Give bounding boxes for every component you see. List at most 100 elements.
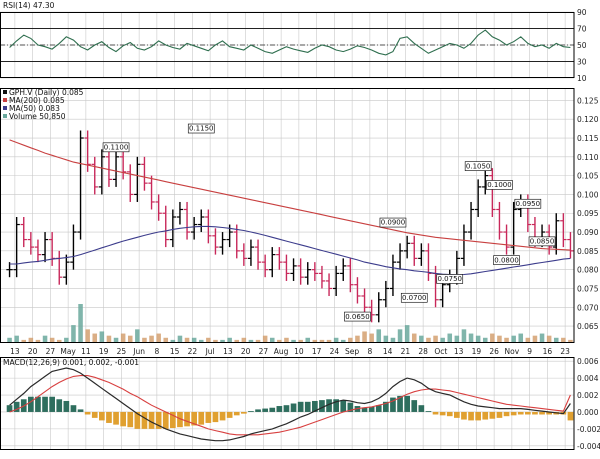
macd-histogram-bar <box>368 406 375 412</box>
macd-histogram-bar <box>70 405 77 412</box>
volume-bar <box>440 337 445 342</box>
volume-bar <box>213 339 218 342</box>
volume-bar <box>433 335 438 342</box>
volume-bar <box>518 333 524 342</box>
macd-histogram-bar <box>283 405 290 412</box>
macd-histogram-bar <box>134 411 141 429</box>
rsi-axis-tick-label: 10 <box>577 74 587 83</box>
price-axis-tick-label: 0.080 <box>577 266 599 275</box>
macd-histogram-bar <box>503 411 510 417</box>
top-date-tick-label: 13 <box>454 347 464 356</box>
price-axis-tick-label: 0.100 <box>577 190 599 199</box>
macd-histogram-bar <box>390 397 396 412</box>
volume-bar <box>7 337 12 342</box>
volume-bar <box>49 337 55 342</box>
macd-axis-tick-label: 0.004 <box>577 374 599 383</box>
macd-histogram-bar <box>454 411 460 418</box>
top-date-tick-label: 13 <box>10 347 20 356</box>
macd-histogram-bar <box>404 395 410 412</box>
volume-bar <box>106 335 112 342</box>
price-annotation-label: 0.0900 <box>381 219 406 227</box>
rsi-axis-tick-label: 70 <box>577 25 587 34</box>
price-annotation-box <box>187 123 215 134</box>
macd-line <box>9 367 571 442</box>
price-annotation-box <box>436 274 464 284</box>
price-legend-entry: MA(200) 0.085 <box>9 96 65 105</box>
price-annotation-box <box>486 180 513 190</box>
volume-bar <box>35 339 41 342</box>
macd-histogram-bar <box>184 411 190 427</box>
top-date-tick-label: 27 <box>46 347 56 356</box>
macd-histogram-bar <box>13 401 20 412</box>
macd-histogram-bar <box>475 411 481 421</box>
volume-bar <box>298 339 303 342</box>
price-annotation-box <box>528 236 556 247</box>
macd-histogram-bar <box>326 399 332 412</box>
volume-bar <box>156 333 161 342</box>
top-date-tick-label: 22 <box>188 347 198 356</box>
macd-histogram-bar <box>148 411 155 429</box>
volume-bar <box>191 337 197 342</box>
macd-histogram-bar <box>6 405 13 412</box>
top-date-tick-label: Aug <box>274 347 289 356</box>
price-annotation: 0.1150 <box>187 123 215 134</box>
price-annotation-box <box>493 255 520 265</box>
volume-bar <box>262 335 268 342</box>
macd-panel-frame <box>0 357 575 450</box>
macd-histogram-bar <box>91 411 98 418</box>
price-annotation-label: 0.0650 <box>345 313 370 321</box>
macd-axis-tick-label: 0.006 <box>577 357 599 366</box>
top-date-tick-label: 11 <box>81 347 91 356</box>
macd-histogram-bar <box>525 411 531 415</box>
price-axis-tick-label: 0.095 <box>577 209 599 218</box>
macd-histogram-bar <box>304 401 311 412</box>
volume-bar <box>468 333 474 342</box>
volume-bar <box>127 335 133 342</box>
volume-bar <box>198 339 204 342</box>
price-axis-tick-label: 0.070 <box>577 303 599 312</box>
macd-histogram-bar <box>439 411 446 416</box>
price-axis-tick-label: 0.090 <box>577 228 599 237</box>
macd-histogram-bar <box>489 411 496 419</box>
volume-bar <box>14 335 19 342</box>
volume-bar <box>561 337 566 342</box>
volume-bar <box>42 335 48 342</box>
macd-histogram-bar <box>162 411 169 429</box>
top-date-tick-label: 10 <box>294 347 304 356</box>
top-date-tick-label: 19 <box>99 347 109 356</box>
volume-bar <box>78 304 83 342</box>
volume-bar <box>177 335 183 342</box>
volume-bar <box>333 337 339 342</box>
volume-bar <box>113 337 119 342</box>
top-date-tick-label: Nov <box>505 347 520 356</box>
macd-histogram-bar <box>205 411 212 423</box>
volume-bar <box>312 339 318 342</box>
macd-histogram-bar <box>170 411 176 429</box>
price-annotation-label: 0.1100 <box>104 144 129 152</box>
top-date-tick-label: 19 <box>472 347 482 356</box>
top-date-tick-label: 16 <box>543 347 553 356</box>
volume-bar <box>546 335 552 342</box>
macd-histogram-bar <box>35 396 41 412</box>
macd-histogram-bar <box>532 411 538 415</box>
price-axis-tick-label: 0.125 <box>577 96 599 105</box>
macd-histogram-bar <box>539 411 545 415</box>
macd-histogram-bar <box>63 400 70 412</box>
macd-histogram-bar <box>446 411 453 417</box>
macd-histogram-bar <box>248 411 254 412</box>
macd-histogram-bar <box>517 411 524 415</box>
macd-histogram-bar <box>567 411 574 421</box>
macd-histogram-bar <box>496 411 503 418</box>
volume-bar <box>461 329 467 342</box>
macd-histogram-bar <box>383 401 389 412</box>
macd-histogram-bar <box>375 405 382 412</box>
top-date-tick-label: 27 <box>259 347 269 356</box>
top-date-tick-label: 26 <box>489 347 499 356</box>
macd-histogram-bar <box>347 402 354 412</box>
volume-bar <box>539 333 545 342</box>
volume-bar <box>163 337 169 342</box>
macd-histogram-bar <box>42 396 48 412</box>
macd-histogram-bar <box>212 411 219 423</box>
ma50-line <box>9 225 571 276</box>
